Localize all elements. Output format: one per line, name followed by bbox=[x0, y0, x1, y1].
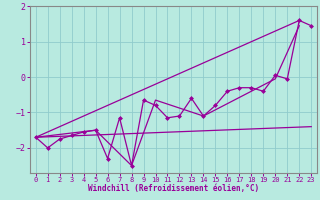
X-axis label: Windchill (Refroidissement éolien,°C): Windchill (Refroidissement éolien,°C) bbox=[88, 184, 259, 193]
